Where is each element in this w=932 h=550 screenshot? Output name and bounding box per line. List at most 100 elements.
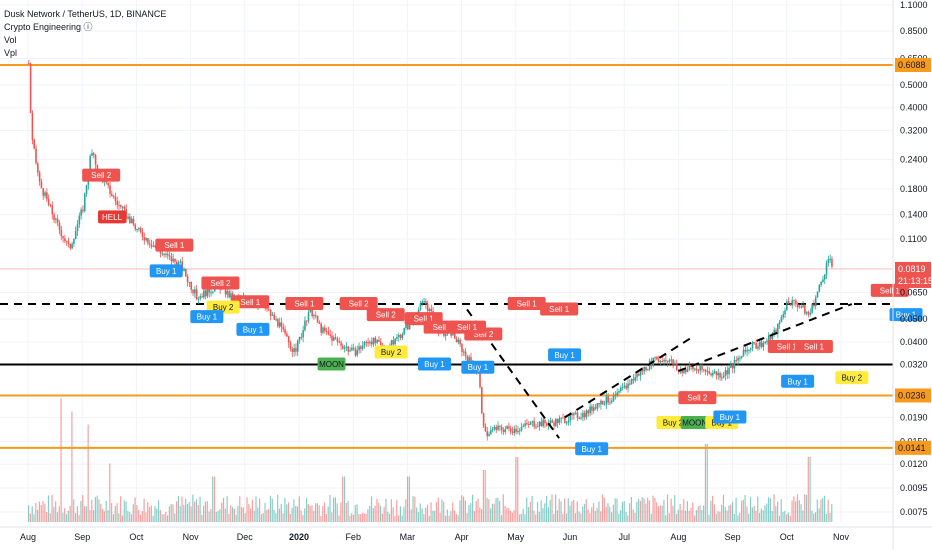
volume-bar [320,515,322,522]
candle-body [327,331,330,335]
signal-badge [201,276,240,290]
candle-body [513,428,516,433]
volume-bar [257,507,259,522]
volume-bar [795,501,797,522]
signal-label: MOON [319,360,344,369]
volume-bar [423,513,425,522]
volume-bar [190,506,192,522]
candle-body [825,263,828,275]
candle-body [654,356,656,358]
volume-bar [547,507,549,522]
candle-body [127,216,129,219]
candle-body [798,306,801,308]
candle-body [323,327,326,331]
candle-body [558,418,561,424]
candle-body [125,208,128,219]
volume-bar [385,498,387,522]
volume-bar [277,494,279,522]
candle-body [461,344,463,352]
volume-bar [197,504,199,522]
candle-body [556,418,559,424]
candle-body [666,361,669,363]
volume-bar [585,499,587,522]
volume-bar [434,510,436,522]
volume-bar [150,505,152,522]
candle-body [42,188,45,196]
volume-bar [704,444,707,522]
candle-body [623,385,626,388]
volume-bar [114,505,116,522]
candle-body [538,421,541,427]
volume-bar [417,512,420,522]
candle-body [733,360,736,369]
symbol-title[interactable]: Dusk Network / TetherUS, 1D, BINANCE [4,9,167,19]
volume-bar [188,502,190,522]
volume-bar [564,498,566,522]
candle-body [352,347,355,349]
candle-body [370,341,373,345]
volume-bar [609,506,611,522]
candle-body [742,349,745,357]
month-tick-label: Feb [345,532,361,542]
candle-body [38,172,41,182]
candle-body [576,412,579,419]
volume-bar [627,515,629,522]
volume-bar [163,514,165,522]
signal-badge [678,391,717,405]
candle-body [109,185,111,194]
volume-bar [29,513,32,522]
volume-bar [206,501,208,522]
candle-body [354,348,357,356]
volume-bar [425,507,427,522]
candle-body [345,346,348,348]
volume-bar [479,507,481,522]
volume-bar [509,510,512,522]
time-axis[interactable]: Aug Sep Oct Nov Dec 2020 Feb Mar Apr May Jun Jul Aug… [0,526,932,542]
volume-bar [827,499,829,522]
candle-body [600,400,602,405]
candle-body [766,340,768,343]
candle-body [811,304,813,313]
candle-body [83,193,86,212]
volume-bar [307,504,309,522]
volume-bar [414,496,416,522]
volume-indicator[interactable]: Vol [4,35,17,45]
volume-bar [813,513,815,522]
countdown-label: 21:13:15 [898,276,932,286]
candle-body [545,423,548,426]
volume-bar [504,505,506,522]
candle-body [744,349,747,352]
price-axis[interactable]: 1.10000.85000.65000.50000.40000.32000.24… [892,0,932,550]
volume-bar [40,505,42,522]
volume-bar [695,510,697,522]
candle-body [764,342,766,344]
volume-bar [55,501,57,522]
volume-bar [226,496,228,522]
candle-body [639,370,642,376]
volume-bar [394,515,396,522]
candle-body [594,407,597,409]
candle-body [120,205,122,207]
candle-body [129,216,131,224]
candle-body [592,407,595,411]
candle-body [444,334,447,336]
month-tick-label: Nov [833,532,850,542]
volume-bar [316,503,318,522]
indicator-name[interactable]: Crypto Engineering ⓘ [4,22,93,32]
volume-bar [733,514,735,522]
volume-bar [809,457,811,522]
volume-bar [210,509,212,522]
candle-body [174,258,176,262]
volume-bar [804,494,806,522]
volume-profile-indicator[interactable]: Vpl [4,48,18,58]
volume-bar [147,502,149,522]
candle-body [822,279,824,282]
volume-bar [471,494,474,522]
volume-bar [35,503,37,522]
candle-body [199,296,202,299]
candle-body [470,357,472,364]
volume-bar [105,500,107,522]
level-price-label: 0.0236 [898,390,926,400]
volume-bar [814,512,817,522]
